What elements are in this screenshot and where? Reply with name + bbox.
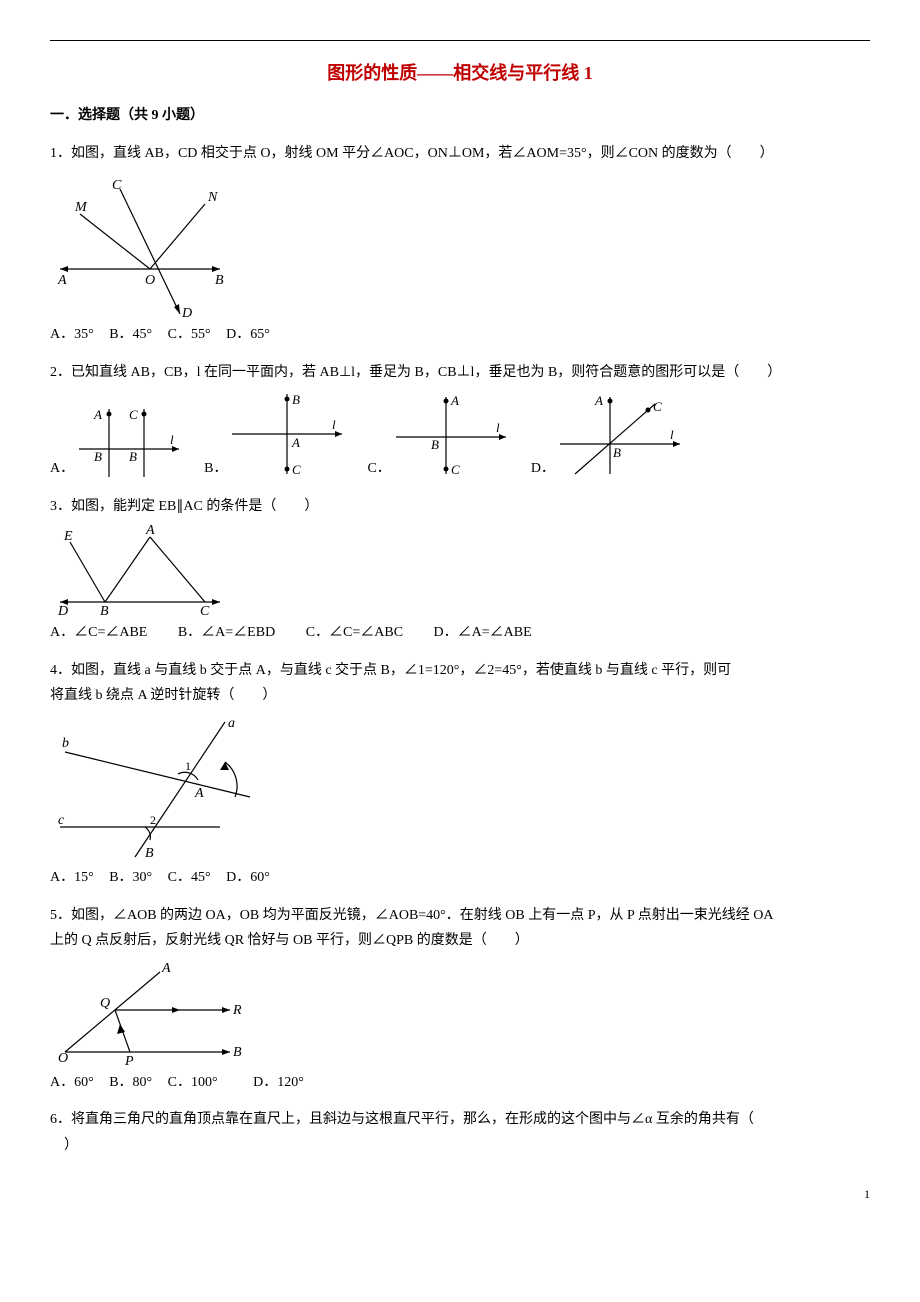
svg-text:l: l: [670, 427, 674, 442]
q5-opt-A: A．60°: [50, 1073, 94, 1093]
svg-text:D: D: [57, 604, 68, 617]
q1-label-B: B: [215, 273, 224, 288]
q1-text: 1．如图，直线 AB，CD 相交于点 O，射线 OM 平分∠AOC，ON⊥OM，…: [50, 144, 870, 164]
q4-text-1: 4．如图，直线 a 与直线 b 交于点 A，与直线 c 交于点 B，∠1=120…: [50, 661, 870, 681]
q2-options-row: A． A C B B l: [50, 389, 870, 479]
svg-text:1: 1: [185, 759, 191, 773]
q1-label-N: N: [207, 190, 218, 205]
question-3: 3．如图，能判定 EB∥AC 的条件是（ ） E A D B C A．∠C=∠A: [50, 497, 870, 643]
q2-opt-A-wrap: A． A C B B l: [50, 399, 184, 479]
q2-opt-D-wrap: D． A C B l: [531, 389, 685, 479]
svg-text:B: B: [431, 437, 439, 452]
q4-options: A．15° B．30° C．45° D．60°: [50, 868, 870, 888]
q1-opt-B: B．45°: [109, 325, 152, 345]
svg-text:B: B: [94, 449, 102, 464]
q3-opt-A: A．∠C=∠ABE: [50, 623, 147, 643]
svg-text:c: c: [58, 813, 65, 828]
q1-opt-A: A．35°: [50, 325, 94, 345]
svg-text:A: A: [161, 961, 171, 976]
svg-text:C: C: [292, 462, 301, 477]
q1-diagram: M C N A O B D: [50, 169, 870, 319]
q4-opt-C: C．45°: [168, 868, 211, 888]
q4-text-2: 将直线 b 绕点 A 逆时针旋转（ ）: [50, 686, 870, 706]
svg-text:l: l: [332, 417, 336, 432]
q3-diagram: E A D B C: [50, 522, 870, 617]
svg-text:l: l: [496, 420, 500, 435]
svg-text:B: B: [233, 1045, 242, 1060]
q2-opt-B-label: B．: [204, 459, 227, 479]
q5-text-2: 上的 Q 点反射后，反射光线 QR 恰好与 OB 平行，则∠QPB 的度数是（ …: [50, 931, 870, 951]
q1-opt-D: D．65°: [226, 325, 270, 345]
svg-text:C: C: [200, 604, 210, 617]
q4-opt-A: A．15°: [50, 868, 94, 888]
svg-text:A: A: [145, 523, 155, 538]
svg-text:B: B: [100, 604, 109, 617]
svg-text:A: A: [291, 435, 300, 450]
page-title: 图形的性质——相交线与平行线 1: [50, 61, 870, 86]
q4-opt-B: B．30°: [109, 868, 152, 888]
q2-opt-D-label: D．: [531, 459, 555, 479]
svg-text:A: A: [594, 393, 603, 408]
q5-opt-C: C．100°: [168, 1073, 218, 1093]
q2-diagram-C: A B C l: [391, 389, 511, 479]
question-4: 4．如图，直线 a 与直线 b 交于点 A，与直线 c 交于点 B，∠1=120…: [50, 661, 870, 888]
q5-diagram: A Q R O P B: [50, 957, 870, 1067]
svg-text:C: C: [451, 462, 460, 477]
q1-options: A．35° B．45° C．55° D．65°: [50, 325, 870, 345]
svg-text:Q: Q: [100, 996, 110, 1011]
svg-text:A: A: [93, 407, 102, 422]
question-1: 1．如图，直线 AB，CD 相交于点 O，射线 OM 平分∠AOC，ON⊥OM，…: [50, 144, 870, 345]
svg-text:l: l: [170, 432, 174, 447]
question-5: 5．如图，∠AOB 的两边 OA，OB 均为平面反光镜，∠AOB=40°．在射线…: [50, 906, 870, 1093]
top-rule: [50, 40, 870, 41]
q1-label-M: M: [74, 200, 88, 215]
q2-text: 2．已知直线 AB，CB，l 在同一平面内，若 AB⊥l，垂足为 B，CB⊥l，…: [50, 363, 870, 383]
svg-text:B: B: [613, 445, 621, 460]
q2-diagram-D: A C B l: [555, 389, 685, 479]
q1-label-D: D: [181, 306, 192, 319]
q3-opt-C: C．∠C=∠ABC: [306, 623, 403, 643]
svg-text:R: R: [232, 1003, 242, 1018]
q5-opt-D: D．120°: [253, 1073, 304, 1093]
q1-label-C: C: [112, 178, 122, 193]
svg-text:O: O: [58, 1051, 68, 1066]
q3-options: A．∠C=∠ABE B．∠A=∠EBD C．∠C=∠ABC D．∠A=∠ABE: [50, 623, 870, 643]
q3-opt-B: B．∠A=∠EBD: [178, 623, 275, 643]
svg-text:C: C: [129, 407, 138, 422]
q1-label-O: O: [145, 273, 155, 288]
svg-text:A: A: [194, 786, 204, 801]
q2-opt-C-label: C．: [367, 459, 390, 479]
section-heading: 一．选择题（共 9 小题）: [50, 106, 870, 126]
svg-text:a: a: [228, 716, 235, 731]
q4-opt-D: D．60°: [226, 868, 270, 888]
q6-text-1: 6．将直角三角尺的直角顶点靠在直尺上，且斜边与这根直尺平行，那么，在形成的这个图…: [50, 1110, 870, 1130]
svg-text:B: B: [129, 449, 137, 464]
q4-diagram: a b c A B 1 2: [50, 712, 870, 862]
page-number: 1: [50, 1186, 870, 1203]
svg-text:B: B: [292, 392, 300, 407]
q2-opt-C-wrap: C． A B C l: [367, 389, 510, 479]
svg-text:A: A: [450, 393, 459, 408]
question-2: 2．已知直线 AB，CB，l 在同一平面内，若 AB⊥l，垂足为 B，CB⊥l，…: [50, 363, 870, 479]
svg-text:B: B: [145, 846, 154, 861]
q2-diagram-A: A C B B l: [74, 399, 184, 479]
q5-opt-B: B．80°: [109, 1073, 152, 1093]
q3-text: 3．如图，能判定 EB∥AC 的条件是（ ）: [50, 497, 870, 517]
svg-text:E: E: [63, 529, 73, 544]
svg-text:P: P: [124, 1054, 134, 1067]
q2-diagram-B: B A C l: [227, 389, 347, 479]
svg-text:2: 2: [150, 813, 156, 827]
q1-label-A: A: [57, 273, 67, 288]
q5-options: A．60° B．80° C．100° D．120°: [50, 1073, 870, 1093]
q2-opt-B-wrap: B． B A C l: [204, 389, 347, 479]
question-6: 6．将直角三角尺的直角顶点靠在直尺上，且斜边与这根直尺平行，那么，在形成的这个图…: [50, 1110, 870, 1155]
q6-text-2: ）: [50, 1136, 870, 1156]
svg-text:b: b: [62, 736, 69, 751]
q1-opt-C: C．55°: [168, 325, 211, 345]
q3-opt-D: D．∠A=∠ABE: [434, 623, 532, 643]
q2-opt-A-label: A．: [50, 459, 74, 479]
q5-text-1: 5．如图，∠AOB 的两边 OA，OB 均为平面反光镜，∠AOB=40°．在射线…: [50, 906, 870, 926]
svg-text:C: C: [653, 399, 662, 414]
